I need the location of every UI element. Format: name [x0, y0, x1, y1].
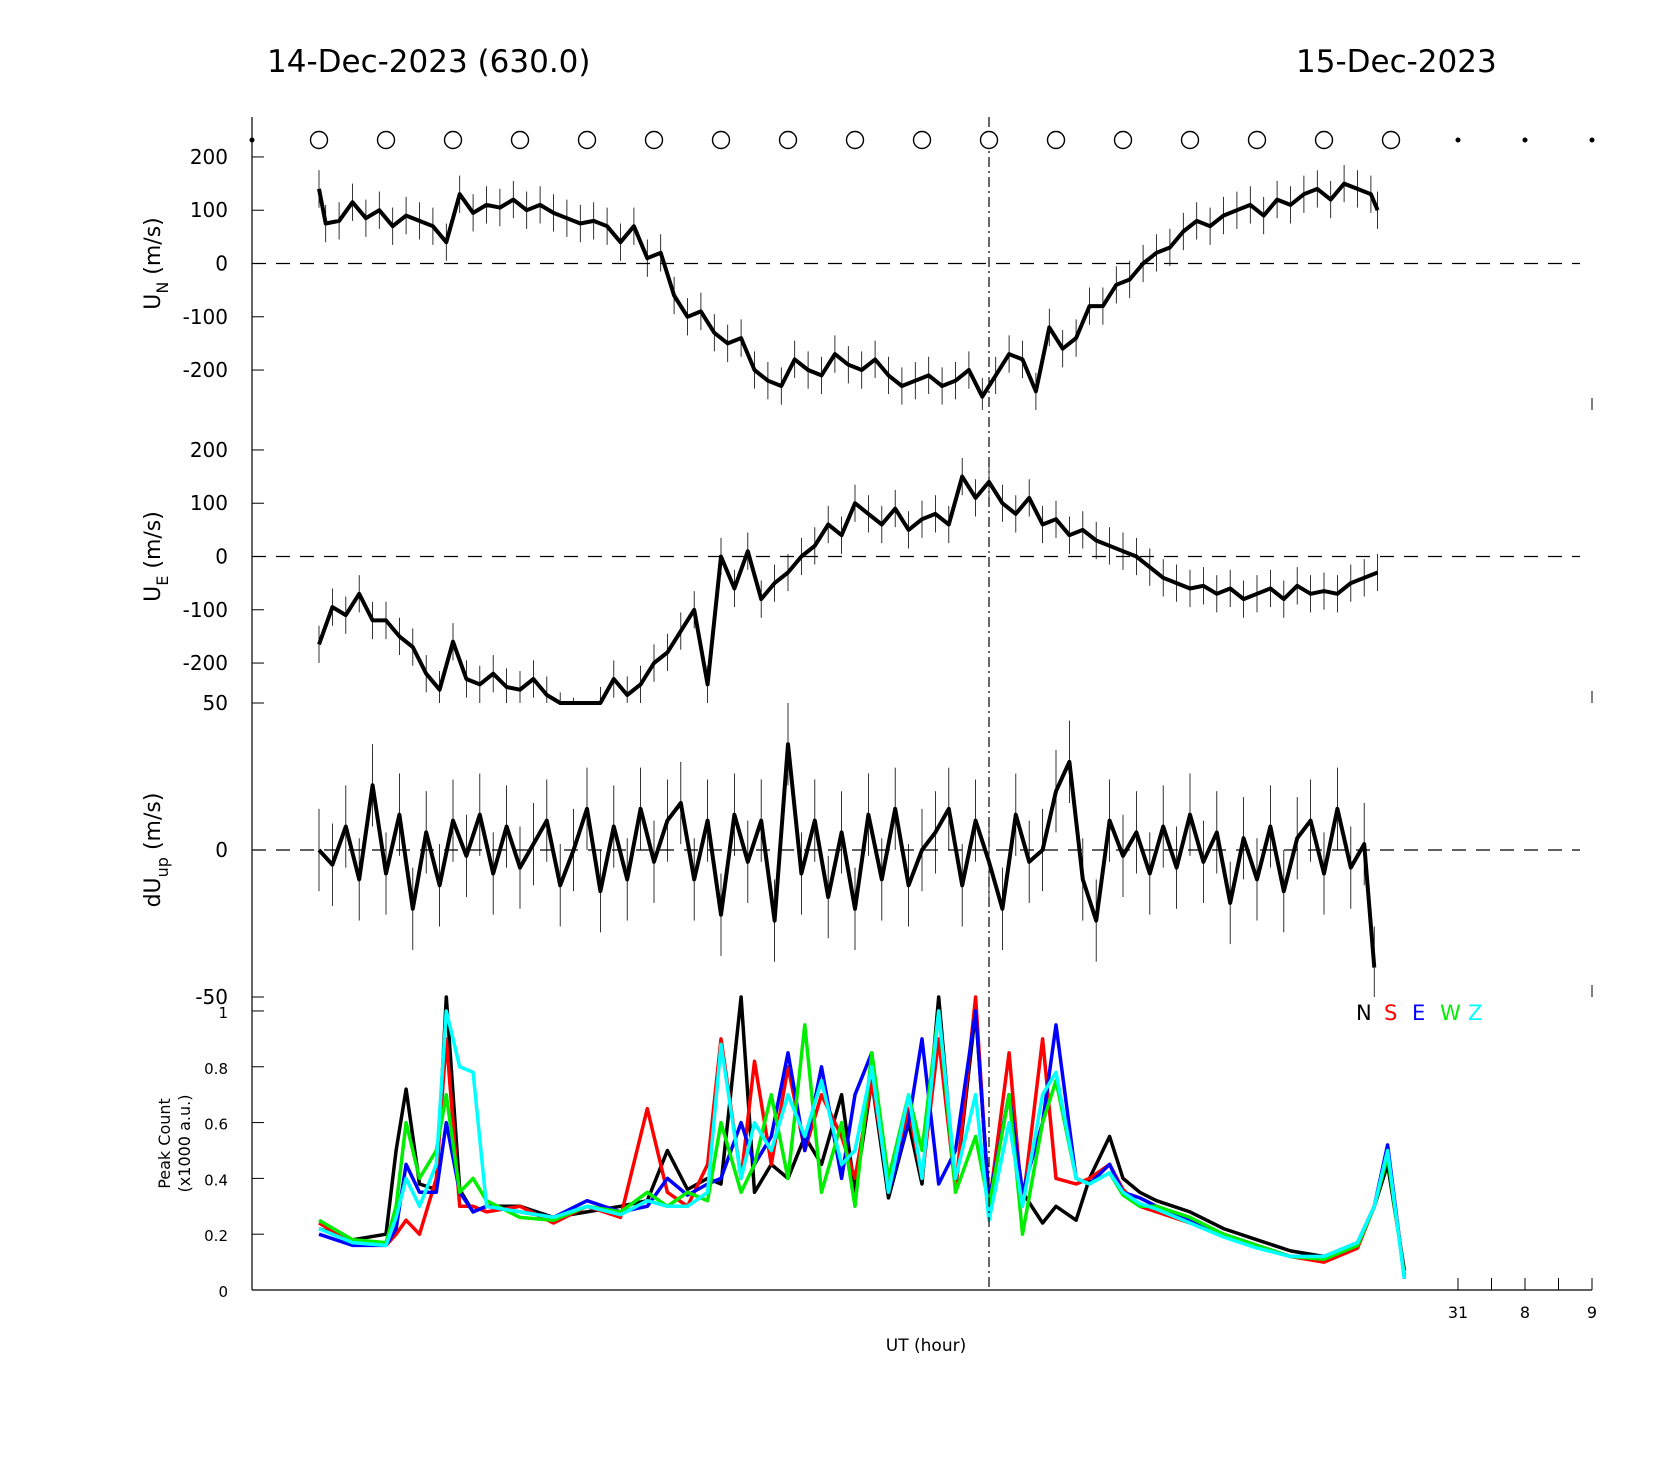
sample-circle-marker	[443, 130, 463, 150]
y-axis-label-UN: UN (m/s)	[141, 217, 172, 310]
legend-item-Z: Z	[1468, 1001, 1482, 1025]
y-tick-label: 100	[190, 491, 228, 515]
series-line-PeakCount-Z	[318, 1009, 1407, 1280]
y-tick-label: 0	[215, 545, 228, 569]
y-tick-label: -100	[183, 305, 228, 329]
sample-circle-marker	[1180, 130, 1200, 150]
y-tick-label: 0	[215, 252, 228, 276]
sample-circle-marker	[644, 130, 664, 150]
left-date-title: 14-Dec-2023 (630.0)	[267, 44, 591, 80]
y-axis-label-dUup: dUup (m/s)	[141, 793, 172, 908]
y-axis-label-line2: (x1000 a.u.)	[175, 1095, 194, 1193]
sample-circle-marker	[1247, 130, 1267, 150]
y-tick-label: 200	[190, 145, 228, 169]
y-tick-label: 0.8	[204, 1060, 228, 1078]
y-tick-label: 100	[190, 198, 228, 222]
sample-dot-marker	[1522, 137, 1528, 143]
y-tick-label: 0.4	[204, 1171, 228, 1189]
series-line-dUup	[317, 742, 1377, 968]
y-tick-label: 0	[215, 838, 228, 862]
sample-circle-marker	[1046, 130, 1066, 150]
sample-dot-marker	[249, 137, 255, 143]
legend-item-N: N	[1356, 1001, 1372, 1025]
series-line-UE	[317, 474, 1379, 705]
x-tick-label: 8	[1520, 1303, 1530, 1322]
right-date-title: 15-Dec-2023	[1296, 44, 1497, 80]
sample-dot-marker	[1589, 137, 1595, 143]
y-tick-label: 50	[203, 691, 228, 715]
y-tick-label: -200	[183, 358, 228, 382]
legend-item-S: S	[1384, 1001, 1397, 1025]
y-tick-label: 1	[218, 1004, 228, 1022]
y-axis-label-UE: UE (m/s)	[141, 511, 172, 602]
y-tick-label: -200	[183, 651, 228, 675]
sample-circle-marker	[376, 130, 396, 150]
sample-circle-marker	[979, 130, 999, 150]
sample-circle-marker	[845, 130, 865, 150]
sample-circle-marker	[778, 130, 798, 150]
marker-layer	[249, 117, 1595, 1290]
sample-circle-marker	[309, 130, 329, 150]
series-line-PeakCount-S	[318, 995, 1407, 1277]
sample-circle-marker	[711, 130, 731, 150]
series-line-UN	[317, 181, 1380, 399]
y-axis-label-line1: Peak Count	[155, 1098, 174, 1189]
y-tick-label: 200	[190, 438, 228, 462]
y-tick-label: 0	[218, 1283, 228, 1301]
y-tick-label: -100	[183, 598, 228, 622]
sample-circle-marker	[1314, 130, 1334, 150]
y-tick-label: 0.2	[204, 1227, 228, 1245]
sample-circle-marker	[577, 130, 597, 150]
series-line-PeakCount-W	[318, 1009, 1407, 1277]
x-axis-label: UT (hour)	[886, 1336, 966, 1356]
sample-circle-marker	[510, 130, 530, 150]
sample-dot-marker	[1455, 137, 1461, 143]
sample-circle-marker	[1381, 130, 1401, 150]
sample-circle-marker	[912, 130, 932, 150]
x-tick-label: 31	[1448, 1303, 1468, 1322]
sample-circle-marker	[1113, 130, 1133, 150]
y-tick-label: 0.6	[204, 1116, 228, 1134]
y-tick-label: -50	[195, 985, 228, 1009]
data-layer	[317, 164, 1407, 1280]
x-tick-label: 9	[1587, 1303, 1597, 1322]
legend-item-E: E	[1412, 1001, 1425, 1025]
legend-item-W: W	[1440, 1001, 1461, 1025]
